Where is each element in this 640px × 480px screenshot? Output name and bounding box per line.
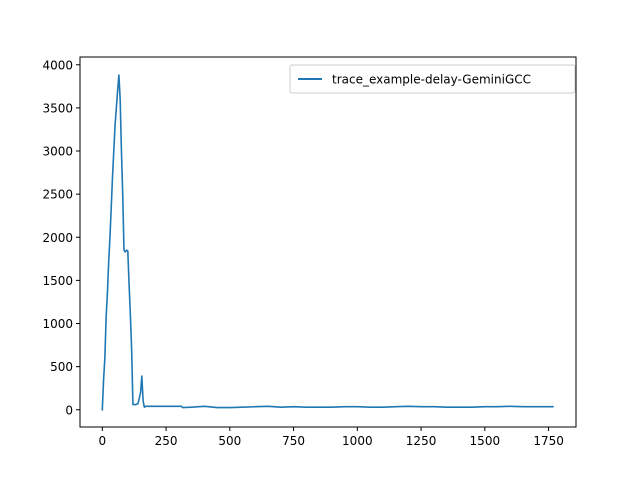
plot-area [79, 56, 577, 428]
y-tick-label: 500 [50, 360, 73, 374]
x-tick-label: 750 [282, 434, 305, 448]
series-line-0 [101, 74, 554, 411]
x-tick-label: 1500 [470, 434, 501, 448]
y-tick-label: 1500 [42, 274, 73, 288]
legend-label: trace_example-delay-GeminiGCC [332, 73, 531, 87]
x-tick-label: 1250 [406, 434, 437, 448]
plot-frame [79, 56, 577, 428]
legend-box [289, 64, 576, 94]
x-tick-label: 500 [218, 434, 241, 448]
x-tick-label: 1750 [533, 434, 564, 448]
y-tick-label: 2500 [42, 188, 73, 202]
y-tick-label: 3500 [42, 101, 73, 115]
y-tick-label: 4000 [42, 58, 73, 72]
legend: trace_example-delay-GeminiGCC [289, 64, 576, 94]
x-axis: 0 250 500 750 1000 1250 1500 1750 [98, 427, 564, 448]
x-tick-label: 250 [155, 434, 178, 448]
x-tick-label: 0 [98, 434, 106, 448]
y-tick-label: 2000 [42, 231, 73, 245]
y-axis: 0 500 1000 1500 2000 2500 3000 3500 4000 [42, 58, 80, 417]
y-tick-label: 0 [65, 403, 73, 417]
y-tick-label: 3000 [42, 145, 73, 159]
y-tick-label: 1000 [42, 317, 73, 331]
x-tick-label: 1000 [342, 434, 373, 448]
